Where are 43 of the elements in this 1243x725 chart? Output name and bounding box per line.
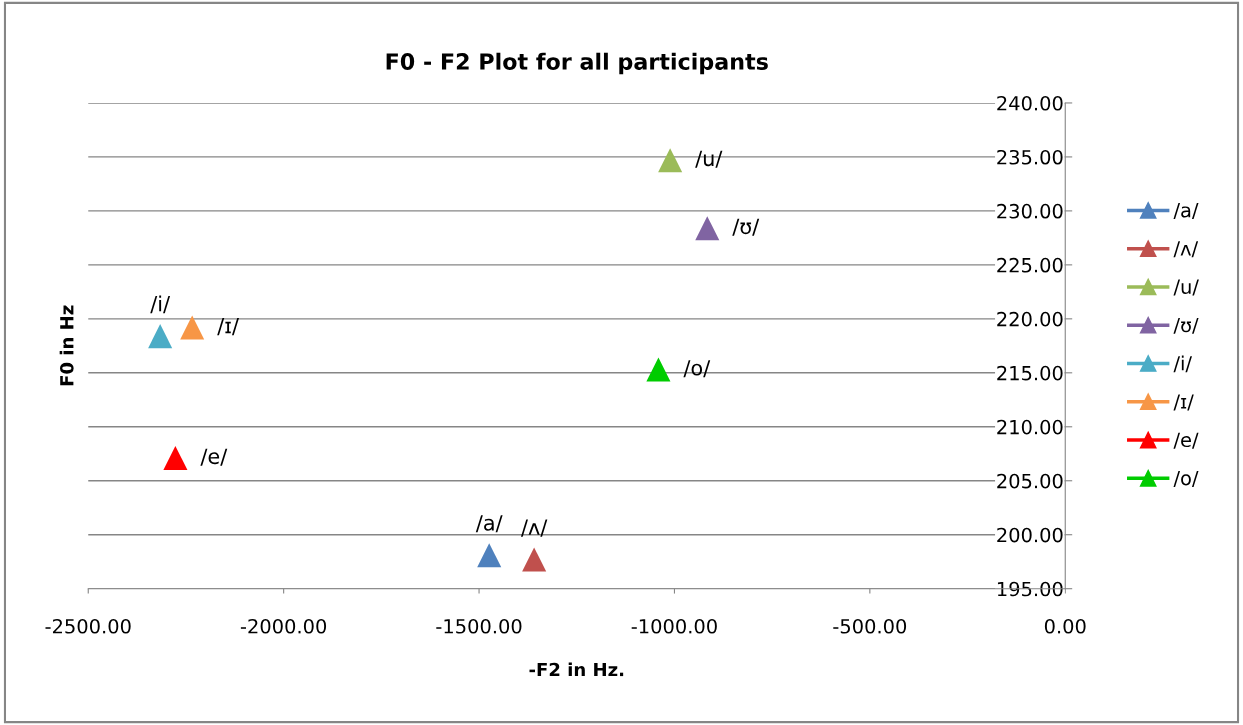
y-tick-label: 195.00 xyxy=(997,581,1063,597)
text: /ʊ/ xyxy=(732,218,760,236)
text: /ɪ/ xyxy=(217,318,239,336)
point xyxy=(180,315,205,340)
y-tick-label: 205.00 xyxy=(997,473,1063,489)
x-tick-label: 0.00 xyxy=(1044,618,1086,634)
y-tick-label: 225.00 xyxy=(997,257,1063,273)
legend-label: /u/ xyxy=(1173,279,1199,296)
legend-label: /ʌ/ xyxy=(1173,241,1199,258)
legend-label: /i/ xyxy=(1173,355,1192,373)
y-tick-label: 215.00 xyxy=(997,365,1063,381)
text: /i/ xyxy=(150,295,171,314)
chart-title: F0 - F2 Plot for all participants xyxy=(386,52,768,75)
text: /o/ xyxy=(683,360,711,378)
legend-label: /a/ xyxy=(1173,203,1199,220)
point xyxy=(646,357,671,382)
point xyxy=(695,216,720,241)
x-axis-title: -F2 in Hz. xyxy=(529,662,624,677)
x-tick-label: -2500.00 xyxy=(45,618,131,634)
y-tick-label: 235.00 xyxy=(997,149,1063,165)
x-tick-label: -2000.00 xyxy=(240,618,327,634)
text: /u/ xyxy=(695,150,723,168)
y-axis-title: F0 in Hz xyxy=(59,305,74,386)
text: /e/ xyxy=(200,448,228,466)
point xyxy=(522,547,547,572)
y-tick-label: 210.00 xyxy=(997,419,1063,435)
legend-label: /o/ xyxy=(1173,470,1199,487)
point xyxy=(163,446,188,471)
y-tick-label: 200.00 xyxy=(997,527,1063,543)
legend-label: /ɪ/ xyxy=(1173,394,1194,411)
legend-label: /e/ xyxy=(1173,432,1199,449)
point xyxy=(477,543,502,568)
y-tick-label: 230.00 xyxy=(997,203,1063,219)
text: /a/ xyxy=(475,515,503,533)
x-tick-label: -1500.00 xyxy=(436,618,522,634)
x-tick-label: -500.00 xyxy=(833,618,907,634)
x-tick-label: -1000.00 xyxy=(631,618,717,634)
point xyxy=(148,324,173,349)
y-tick-label: 240.00 xyxy=(997,95,1063,111)
point xyxy=(658,148,683,173)
legend-label: /ʊ/ xyxy=(1173,317,1199,334)
text: /ʌ/ xyxy=(520,519,548,537)
y-tick-label: 220.00 xyxy=(997,311,1063,327)
